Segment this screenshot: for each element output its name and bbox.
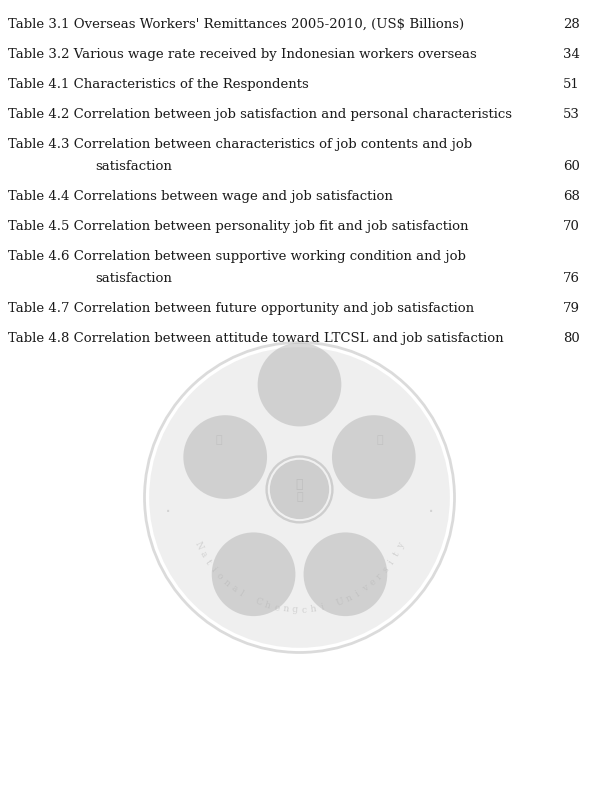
Text: N: N bbox=[193, 540, 204, 550]
Text: n: n bbox=[344, 593, 354, 603]
Text: 51: 51 bbox=[563, 78, 580, 91]
Text: o: o bbox=[214, 571, 225, 581]
Text: i: i bbox=[209, 565, 217, 573]
Text: Table 3.1 Overseas Workers' Remittances 2005-2010, (US$ Billions): Table 3.1 Overseas Workers' Remittances … bbox=[8, 18, 464, 31]
Ellipse shape bbox=[265, 456, 334, 524]
Text: Table 4.4 Correlations between wage and job satisfaction: Table 4.4 Correlations between wage and … bbox=[8, 190, 393, 202]
Ellipse shape bbox=[149, 348, 450, 648]
Text: Table 4.3 Correlation between characteristics of job contents and job: Table 4.3 Correlation between characteri… bbox=[8, 138, 472, 151]
Text: Table 4.6 Correlation between supportive working condition and job: Table 4.6 Correlation between supportive… bbox=[8, 250, 466, 263]
Text: Table 4.7 Correlation between future opportunity and job satisfaction: Table 4.7 Correlation between future opp… bbox=[8, 302, 474, 315]
Text: 34: 34 bbox=[563, 48, 580, 61]
Text: a: a bbox=[229, 583, 238, 593]
Text: r: r bbox=[375, 571, 384, 581]
Text: satisfaction: satisfaction bbox=[95, 160, 172, 173]
Text: l: l bbox=[238, 589, 245, 597]
Text: h: h bbox=[310, 604, 317, 613]
Text: a: a bbox=[198, 548, 208, 558]
Ellipse shape bbox=[304, 532, 388, 617]
Text: Table 4.8 Correlation between attitude toward LTCSL and job satisfaction: Table 4.8 Correlation between attitude t… bbox=[8, 332, 504, 344]
Text: 正: 正 bbox=[296, 477, 303, 490]
Text: .: . bbox=[165, 496, 171, 515]
Ellipse shape bbox=[332, 416, 416, 499]
Ellipse shape bbox=[211, 532, 295, 617]
Text: 68: 68 bbox=[563, 190, 580, 202]
Text: U: U bbox=[335, 596, 346, 607]
Text: 60: 60 bbox=[563, 160, 580, 173]
Text: i: i bbox=[320, 602, 325, 612]
Text: 53: 53 bbox=[563, 108, 580, 120]
Text: 大: 大 bbox=[296, 491, 303, 501]
Text: 79: 79 bbox=[563, 302, 580, 315]
Text: Table 4.2 Correlation between job satisfaction and personal characteristics: Table 4.2 Correlation between job satisf… bbox=[8, 108, 512, 120]
Text: n: n bbox=[282, 604, 289, 613]
Text: 28: 28 bbox=[563, 18, 580, 31]
Text: s: s bbox=[381, 564, 391, 573]
Text: Table 3.2 Various wage rate received by Indonesian workers overseas: Table 3.2 Various wage rate received by … bbox=[8, 48, 477, 61]
Text: satisfaction: satisfaction bbox=[95, 271, 172, 284]
Text: i: i bbox=[387, 557, 396, 565]
Text: v: v bbox=[361, 583, 370, 593]
Text: e: e bbox=[368, 577, 377, 587]
Text: i: i bbox=[354, 589, 361, 597]
Text: 80: 80 bbox=[563, 332, 580, 344]
Text: C: C bbox=[253, 596, 263, 607]
Text: Table 4.1 Characteristics of the Respondents: Table 4.1 Characteristics of the Respond… bbox=[8, 78, 308, 91]
Text: .: . bbox=[428, 496, 434, 515]
Text: n: n bbox=[221, 577, 232, 587]
Text: 標: 標 bbox=[377, 434, 383, 444]
Text: c: c bbox=[301, 605, 307, 613]
Text: Table 4.5 Correlation between personality job fit and job satisfaction: Table 4.5 Correlation between personalit… bbox=[8, 220, 468, 233]
Text: h: h bbox=[263, 599, 271, 609]
Text: 76: 76 bbox=[563, 271, 580, 284]
Text: y: y bbox=[395, 540, 406, 549]
Text: e: e bbox=[273, 602, 280, 612]
Text: g: g bbox=[292, 605, 298, 613]
Text: t: t bbox=[203, 557, 213, 565]
Ellipse shape bbox=[258, 344, 341, 427]
Ellipse shape bbox=[183, 416, 267, 499]
Text: 70: 70 bbox=[563, 220, 580, 233]
Text: 國: 國 bbox=[216, 434, 222, 444]
Text: t: t bbox=[392, 549, 401, 557]
